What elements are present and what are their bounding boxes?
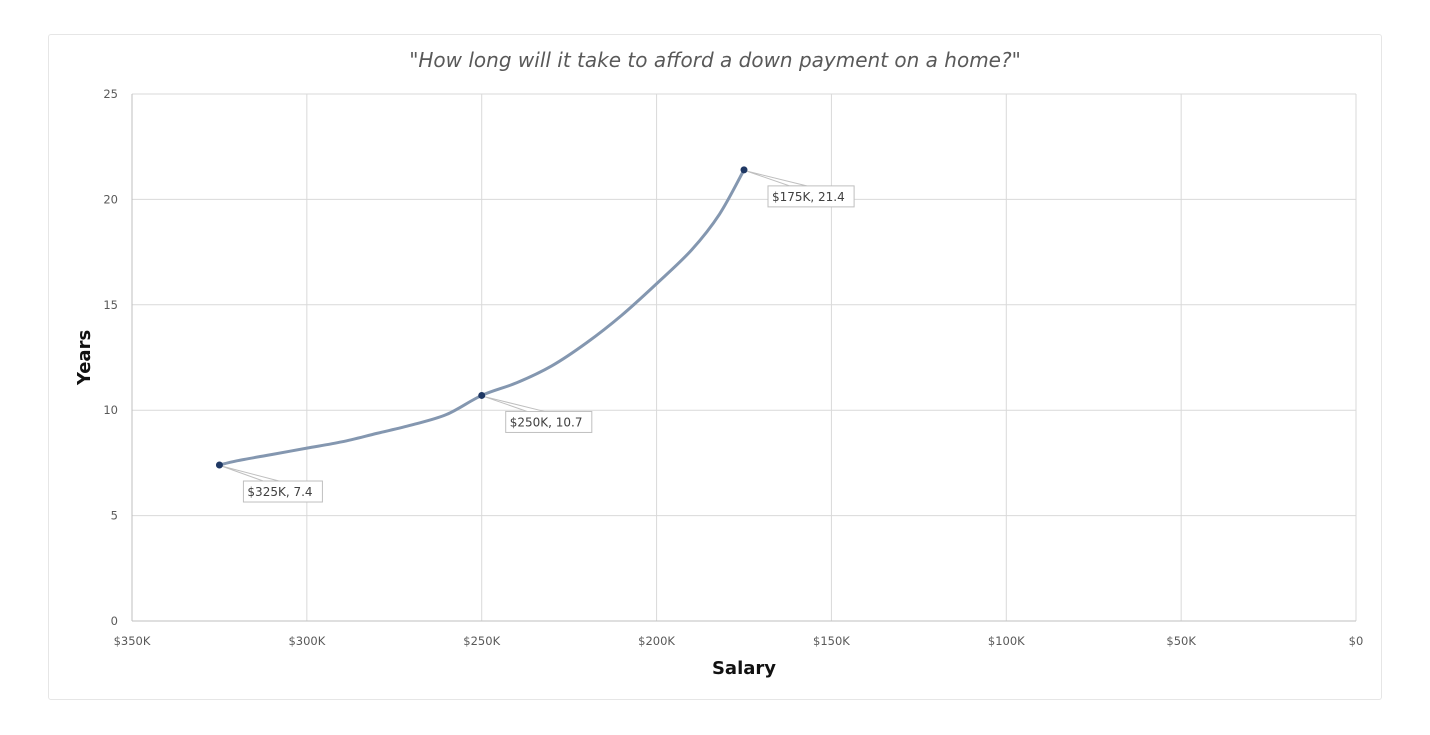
grid-lines: [132, 93, 1357, 621]
data-label-leader: [745, 170, 807, 187]
x-tick-label: $0: [1349, 634, 1364, 648]
data-point-marker: [478, 391, 486, 399]
data-labels: $325K, 7.4 $250K, 10.7 $175K, 21.4: [215, 166, 855, 503]
data-label: $325K, 7.4: [215, 461, 323, 503]
y-tick-label: 0: [111, 614, 118, 628]
data-label-text: $175K, 21.4: [772, 190, 845, 204]
tick-labels: 0 5 10 15 20 25 $350K $300K $250K $200K $150K $100K…: [103, 87, 1363, 648]
y-tick-label: 20: [103, 192, 118, 206]
x-tick-label: $100K: [988, 634, 1025, 648]
data-label: $175K, 21.4: [740, 166, 855, 208]
axes: [131, 94, 1356, 622]
data-label: $250K, 10.7: [478, 391, 593, 433]
data-label-box: [767, 185, 855, 208]
data-label-box: [505, 410, 593, 433]
data-point-marker: [215, 461, 223, 469]
x-tick-label: $300K: [288, 634, 325, 648]
chart-card: [48, 34, 1382, 700]
data-point-marker: [740, 166, 748, 174]
data-label-text: $250K, 10.7: [510, 415, 583, 429]
x-tick-label: $350K: [114, 634, 151, 648]
x-tick-label: $50K: [1166, 634, 1196, 648]
x-tick-label: $200K: [638, 634, 675, 648]
y-tick-label: 15: [103, 298, 118, 312]
y-axis-title: Years: [74, 330, 95, 386]
y-tick-label: 5: [111, 509, 118, 523]
data-label-leader: [483, 395, 545, 412]
x-axis-title: Salary: [712, 658, 776, 679]
data-label-leader: [221, 465, 280, 482]
data-label-text: $325K, 7.4: [247, 485, 312, 499]
x-tick-label: $150K: [813, 634, 850, 648]
data-label-box: [242, 480, 323, 503]
chart-title: "How long will it take to afford a down …: [409, 48, 1021, 72]
y-tick-label: 25: [103, 87, 118, 101]
y-tick-label: 10: [103, 403, 118, 417]
x-tick-label: $250K: [463, 634, 500, 648]
